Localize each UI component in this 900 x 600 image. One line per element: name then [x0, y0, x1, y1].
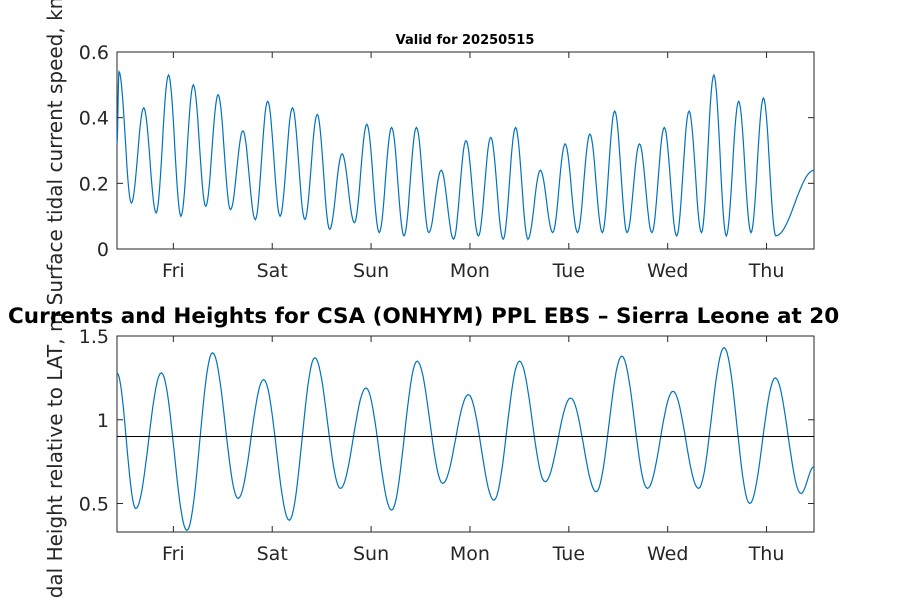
x-tick-label: Mon [450, 260, 490, 282]
x-tick-label: Fri [162, 260, 185, 282]
current-speed-y-label: Surface tidal current speed, kn [43, 0, 67, 305]
tidal-height-y-ticks: 0.5 1 1.5 [79, 326, 814, 516]
x-tick-label: Tue [552, 260, 585, 282]
x-tick-label: Wed [647, 260, 688, 282]
current-speed-plot-area [116, 51, 815, 250]
tidal-height-y-label: Tidal Height relative to LAT, m [43, 313, 67, 600]
y-tick-label: 1.5 [79, 326, 109, 348]
tidal-height-title: Currents and Heights for CSA (ONHYM) PPL… [8, 304, 839, 329]
y-tick-label: 0.4 [79, 108, 109, 130]
x-tick-label: Wed [647, 543, 688, 565]
current-speed-x-ticks: Fri Sat Sun Mon Tue Wed Thu [162, 52, 784, 282]
y-tick-label: 0.2 [79, 173, 109, 195]
current-speed-y-ticks: 0 0.2 0.4 0.6 [79, 42, 814, 261]
x-tick-label: Fri [162, 543, 185, 565]
current-speed-panel: Valid for 20250515 0 0.2 0.4 0.6 Fri Sat Sun M… [43, 0, 815, 305]
current-speed-line [116, 70, 815, 241]
tidal-height-panel: 0.5 1 1.5 Fri Sat Sun Mon Tue Wed Thu Tidal Heig… [8, 304, 839, 600]
x-tick-label: Sun [353, 543, 389, 565]
tidal-height-line [116, 346, 815, 532]
x-tick-label: Thu [748, 260, 785, 282]
x-tick-label: Sat [257, 260, 288, 282]
current-speed-series [116, 70, 815, 241]
current-speed-title: Valid for 20250515 [396, 33, 535, 48]
x-tick-label: Mon [450, 543, 490, 565]
tidal-height-series [116, 346, 815, 532]
x-tick-label: Sun [353, 260, 389, 282]
y-tick-label: 1 [97, 410, 109, 432]
x-tick-label: Sat [257, 543, 288, 565]
y-tick-label: 0 [97, 239, 109, 261]
x-tick-label: Thu [748, 543, 785, 565]
x-tick-label: Tue [552, 543, 585, 565]
tidal-height-x-ticks: Fri Sat Sun Mon Tue Wed Thu [162, 336, 784, 565]
y-tick-label: 0.6 [79, 42, 109, 64]
tidal-height-plot-area [116, 335, 815, 533]
y-tick-label: 0.5 [79, 494, 109, 516]
